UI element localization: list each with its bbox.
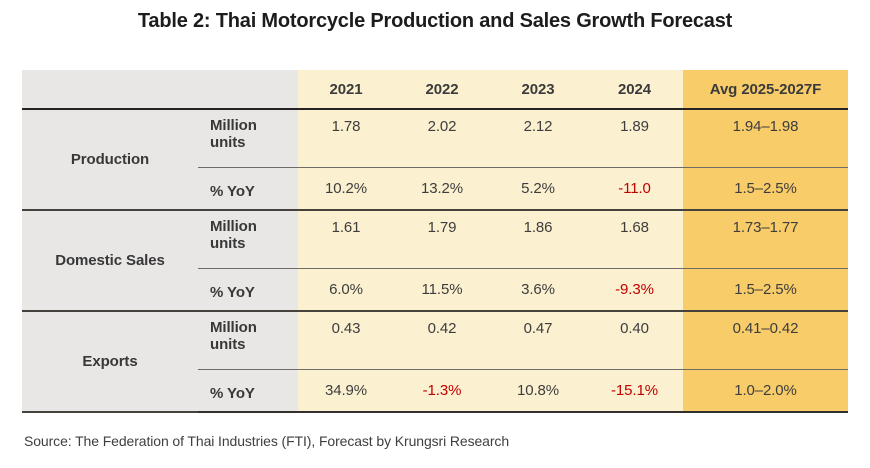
cell-exports-units-2022: 0.42 [394, 311, 490, 370]
cell-production-units-2022: 2.02 [394, 109, 490, 168]
metric-label-yoy: % YoY [198, 369, 298, 413]
header-forecast: Avg 2025-2027F [683, 70, 848, 110]
row-exports-yoy: % YoY 34.9% -1.3% 10.8% -15.1% 1.0–2.0% [22, 369, 848, 413]
header-empty-cell [22, 70, 298, 110]
row-production-yoy: % YoY 10.2% 13.2% 5.2% -11.0 1.5–2.5% [22, 167, 848, 211]
cell-domestic-yoy-2021: 6.0% [298, 268, 394, 312]
cell-domestic-units-forecast: 1.73–1.77 [683, 210, 848, 269]
cell-exports-yoy-2022: -1.3% [394, 369, 490, 413]
cell-domestic-yoy-2024: -9.3% [586, 268, 683, 312]
header-2023: 2023 [490, 70, 586, 110]
cell-exports-yoy-2021: 34.9% [298, 369, 394, 413]
cell-production-units-forecast: 1.94–1.98 [683, 109, 848, 168]
group-label-production: Production [22, 109, 198, 211]
row-production-units: Production Million units 1.78 2.02 2.12 … [22, 109, 848, 211]
cell-production-yoy-2023: 5.2% [490, 167, 586, 211]
row-domestic-yoy: % YoY 6.0% 11.5% 3.6% -9.3% 1.5–2.5% [22, 268, 848, 312]
cell-production-yoy-forecast: 1.5–2.5% [683, 167, 848, 211]
header-row: 2021 2022 2023 2024 Avg 2025-2027F [22, 70, 848, 110]
forecast-table: 2021 2022 2023 2024 Avg 2025-2027F Produ… [22, 70, 848, 413]
cell-exports-units-2021: 0.43 [298, 311, 394, 370]
metric-label-units: Million units [198, 109, 298, 168]
cell-production-yoy-2022: 13.2% [394, 167, 490, 211]
table-title: Table 2: Thai Motorcycle Production and … [137, 10, 733, 32]
cell-domestic-yoy-forecast: 1.5–2.5% [683, 268, 848, 312]
cell-exports-yoy-2023: 10.8% [490, 369, 586, 413]
cell-domestic-yoy-2022: 11.5% [394, 268, 490, 312]
cell-exports-units-2023: 0.47 [490, 311, 586, 370]
cell-exports-units-forecast: 0.41–0.42 [683, 311, 848, 370]
header-2021: 2021 [298, 70, 394, 110]
header-2022: 2022 [394, 70, 490, 110]
header-2024: 2024 [586, 70, 683, 110]
cell-production-yoy-2024: -11.0 [586, 167, 683, 211]
metric-label-yoy: % YoY [198, 268, 298, 312]
metric-label-yoy: % YoY [198, 167, 298, 211]
cell-production-yoy-2021: 10.2% [298, 167, 394, 211]
metric-label-units: Million units [198, 311, 298, 370]
cell-exports-yoy-2024: -15.1% [586, 369, 683, 413]
group-label-exports: Exports [22, 311, 198, 413]
row-domestic-units: Domestic Sales Million units 1.61 1.79 1… [22, 210, 848, 312]
cell-domestic-units-2023: 1.86 [490, 210, 586, 269]
group-label-domestic-sales: Domestic Sales [22, 210, 198, 312]
source-note: Source: The Federation of Thai Industrie… [24, 433, 510, 449]
cell-exports-yoy-forecast: 1.0–2.0% [683, 369, 848, 413]
metric-label-units: Million units [198, 210, 298, 269]
cell-domestic-yoy-2023: 3.6% [490, 268, 586, 312]
cell-domestic-units-2021: 1.61 [298, 210, 394, 269]
cell-domestic-units-2022: 1.79 [394, 210, 490, 269]
cell-production-units-2021: 1.78 [298, 109, 394, 168]
row-exports-units: Exports Million units 0.43 0.42 0.47 0.4… [22, 311, 848, 413]
cell-production-units-2023: 2.12 [490, 109, 586, 168]
cell-domestic-units-2024: 1.68 [586, 210, 683, 269]
cell-production-units-2024: 1.89 [586, 109, 683, 168]
cell-exports-units-2024: 0.40 [586, 311, 683, 370]
